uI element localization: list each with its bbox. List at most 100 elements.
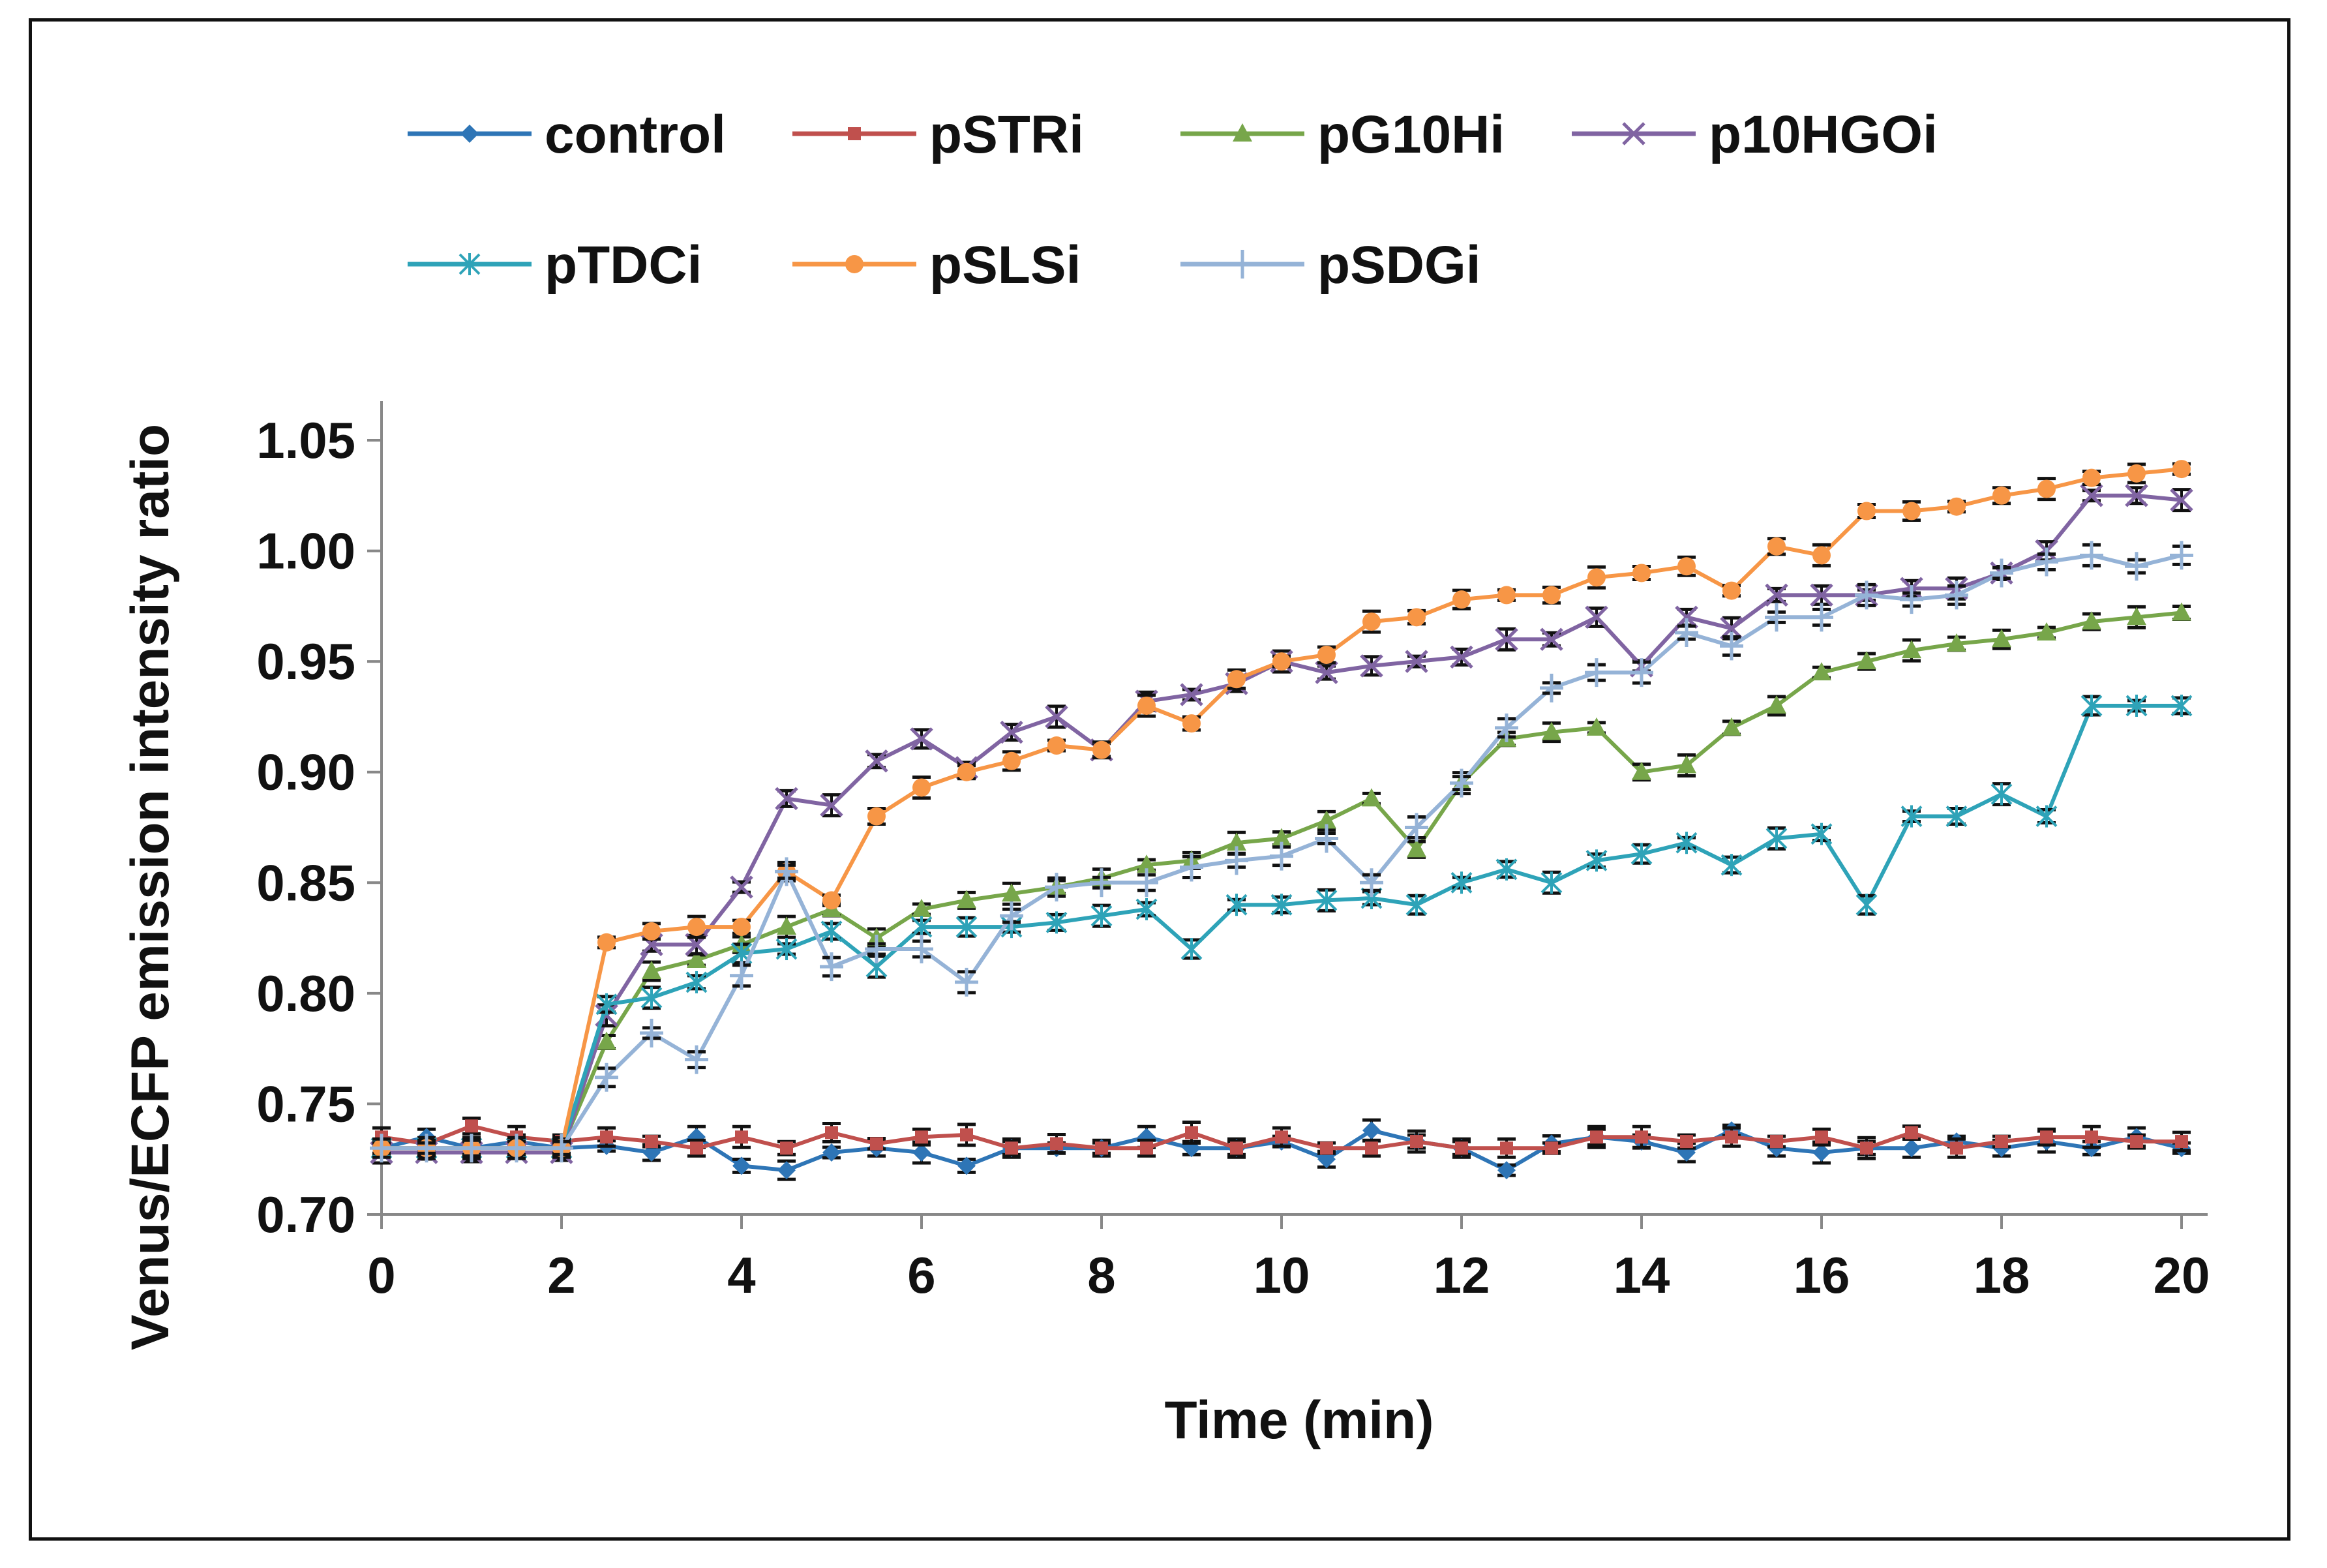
data-point bbox=[2127, 464, 2146, 483]
data-point bbox=[687, 918, 706, 937]
data-point bbox=[1180, 938, 1203, 961]
data-point bbox=[687, 949, 706, 968]
legend-label: p10HGOi bbox=[1709, 105, 1938, 164]
data-point bbox=[1275, 1130, 1288, 1144]
data-point bbox=[685, 1045, 708, 1074]
data-point bbox=[1540, 673, 1563, 702]
data-point bbox=[1497, 1161, 1516, 1180]
data-point bbox=[822, 1143, 841, 1162]
data-point bbox=[1765, 603, 1788, 632]
data-point bbox=[2170, 694, 2193, 717]
legend: control pSTRi pG10Hi p10HGOi pTDCi pSLSi pSDGi bbox=[408, 105, 1938, 295]
data-point bbox=[910, 916, 933, 939]
data-point bbox=[1135, 868, 1158, 897]
data-point bbox=[1950, 1141, 1963, 1155]
data-point bbox=[1407, 608, 1426, 627]
data-point bbox=[2085, 1130, 2098, 1144]
data-point bbox=[2080, 694, 2103, 717]
data-point bbox=[867, 807, 886, 826]
data-point bbox=[1272, 652, 1291, 671]
legend-item-pG10Hi: pG10Hi bbox=[1180, 105, 1505, 164]
data-point bbox=[597, 1031, 616, 1050]
data-point bbox=[2170, 541, 2193, 570]
legend-marker bbox=[460, 125, 479, 143]
legend-marker bbox=[848, 127, 861, 140]
data-point bbox=[1677, 557, 1696, 576]
data-point bbox=[1137, 854, 1156, 873]
data-point bbox=[415, 1134, 438, 1163]
x-tick-label: 16 bbox=[1794, 1246, 1850, 1304]
data-point bbox=[690, 1141, 703, 1155]
data-point bbox=[1047, 736, 1066, 755]
data-point bbox=[1630, 658, 1653, 687]
legend-item-pSDGi: pSDGi bbox=[1180, 235, 1481, 295]
data-point bbox=[1270, 841, 1293, 871]
data-point bbox=[1860, 1141, 1873, 1155]
x-tick-label: 4 bbox=[727, 1246, 755, 1304]
data-point bbox=[1227, 670, 1246, 689]
data-point bbox=[1540, 871, 1563, 894]
data-point bbox=[1990, 783, 2013, 806]
data-point bbox=[1360, 868, 1383, 897]
y-tick-label: 0.70 bbox=[256, 1186, 355, 1243]
x-tick-label: 0 bbox=[367, 1246, 395, 1304]
data-point bbox=[1362, 612, 1381, 631]
x-tick-label: 18 bbox=[1974, 1246, 2030, 1304]
data-point bbox=[2040, 1130, 2053, 1144]
data-point bbox=[1902, 640, 1921, 659]
data-point bbox=[957, 1156, 976, 1175]
data-point bbox=[732, 1156, 751, 1175]
data-point bbox=[1315, 661, 1338, 684]
data-point bbox=[1272, 828, 1291, 847]
data-point bbox=[370, 1134, 393, 1163]
data-point bbox=[600, 1130, 613, 1144]
data-point bbox=[1227, 832, 1246, 851]
data-point bbox=[1545, 1141, 1558, 1155]
data-point bbox=[465, 1119, 478, 1133]
legend-marker bbox=[845, 255, 863, 273]
data-point bbox=[595, 1063, 618, 1092]
data-point bbox=[775, 787, 798, 811]
data-point bbox=[1720, 854, 1743, 877]
plot-area bbox=[370, 460, 2193, 1181]
data-point bbox=[1767, 695, 1786, 714]
data-point bbox=[1635, 1130, 1648, 1144]
data-point bbox=[1585, 605, 1608, 629]
data-point bbox=[1000, 901, 1023, 931]
data-point bbox=[1722, 717, 1741, 736]
data-point bbox=[1000, 720, 1023, 744]
y-axis-title: Venus/ECFP emission intensity ratio bbox=[121, 424, 180, 1350]
data-point bbox=[642, 960, 661, 979]
data-point bbox=[1680, 1135, 1693, 1149]
x-tick-label: 8 bbox=[1087, 1246, 1115, 1304]
data-point bbox=[910, 935, 933, 964]
data-point bbox=[2175, 1135, 2188, 1149]
data-point bbox=[1590, 1130, 1603, 1144]
y-tick-label: 0.90 bbox=[256, 744, 355, 801]
x-tick-label: 14 bbox=[1614, 1246, 1670, 1304]
data-point bbox=[957, 762, 976, 781]
data-point bbox=[780, 1141, 793, 1155]
data-point bbox=[912, 1143, 931, 1162]
data-point bbox=[1182, 714, 1201, 733]
data-point bbox=[1857, 651, 1876, 670]
data-point bbox=[1857, 502, 1876, 520]
data-point bbox=[1992, 629, 2011, 648]
y-tick-label: 0.80 bbox=[256, 965, 355, 1022]
data-point bbox=[1405, 894, 1428, 916]
series-pSLSi bbox=[372, 460, 2191, 1160]
data-point bbox=[1450, 645, 1473, 669]
data-point bbox=[1995, 1135, 2008, 1149]
data-point bbox=[1135, 897, 1158, 920]
data-point bbox=[1495, 627, 1518, 651]
legend-label: pSLSi bbox=[929, 235, 1081, 295]
data-point bbox=[1945, 580, 1968, 610]
data-point bbox=[1675, 605, 1698, 629]
data-point bbox=[1902, 1139, 1921, 1158]
data-point bbox=[1542, 721, 1561, 740]
data-point bbox=[955, 916, 978, 939]
data-point bbox=[1315, 824, 1338, 853]
data-point bbox=[1587, 568, 1606, 587]
data-point bbox=[1407, 839, 1426, 858]
